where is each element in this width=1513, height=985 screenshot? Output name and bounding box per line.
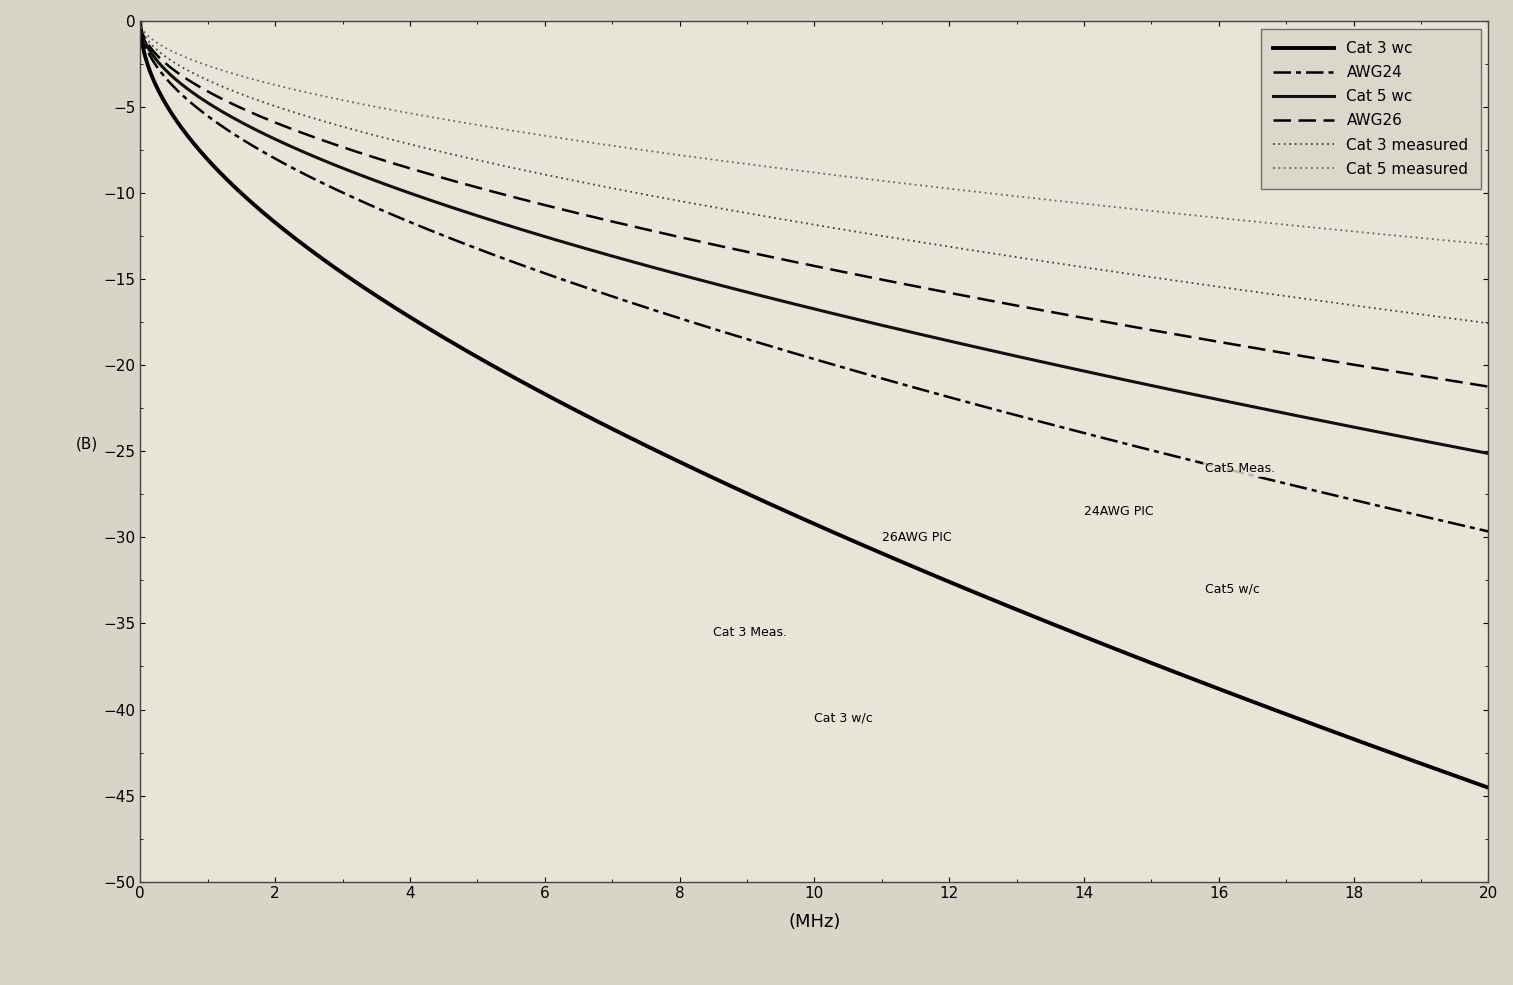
- Cat 5 wc: [1239, 400, 1257, 412]
- Cat 3 measured: [132, 16, 150, 28]
- Cat 3 wc: [646, 444, 664, 456]
- AWG26: [132, 16, 150, 28]
- Cat 3 measured: [377, 132, 395, 144]
- Legend: Cat 3 wc, AWG24, Cat 5 wc, AWG26, Cat 3 measured, Cat 5 measured: Cat 3 wc, AWG24, Cat 5 wc, AWG26, Cat 3 …: [1260, 29, 1481, 189]
- Cat 5 measured: [1480, 238, 1498, 250]
- Cat 5 wc: [1008, 351, 1026, 362]
- Cat 3 wc: [1008, 604, 1026, 616]
- Cat 3 measured: [1008, 251, 1026, 263]
- AWG24: [1138, 443, 1156, 455]
- Cat 3 wc: [377, 296, 395, 307]
- Cat 3 measured: [1480, 317, 1498, 329]
- Cat 3 measured: [646, 190, 664, 202]
- Y-axis label: (B): (B): [76, 436, 98, 451]
- AWG26: [646, 226, 664, 237]
- Text: 24AWG PIC: 24AWG PIC: [1083, 505, 1153, 518]
- X-axis label: (MHz): (MHz): [788, 912, 841, 931]
- Cat 5 measured: [1239, 215, 1257, 227]
- Cat 3 measured: [1239, 285, 1257, 296]
- Cat 5 wc: [646, 262, 664, 274]
- AWG26: [1239, 341, 1257, 353]
- Line: Cat 3 wc: Cat 3 wc: [141, 23, 1489, 788]
- AWG24: [132, 16, 150, 28]
- Cat 5 wc: [1138, 378, 1156, 390]
- Cat 3 wc: [1239, 694, 1257, 706]
- Cat 5 measured: [1008, 190, 1026, 202]
- Cat 3 measured: [1138, 271, 1156, 283]
- AWG26: [1480, 381, 1498, 393]
- Text: Cat5 Meas.: Cat5 Meas.: [1206, 462, 1275, 475]
- Line: AWG24: AWG24: [141, 22, 1489, 532]
- AWG26: [940, 287, 958, 298]
- AWG24: [1008, 410, 1026, 422]
- Text: Cat 3 w/c: Cat 3 w/c: [814, 711, 873, 725]
- AWG26: [377, 155, 395, 166]
- AWG24: [1239, 469, 1257, 481]
- Cat 3 wc: [132, 17, 150, 29]
- Line: AWG26: AWG26: [141, 22, 1489, 387]
- AWG24: [940, 391, 958, 403]
- Cat 5 wc: [132, 16, 150, 28]
- Cat 5 wc: [1480, 447, 1498, 459]
- Cat 5 measured: [132, 16, 150, 28]
- AWG24: [377, 206, 395, 218]
- Cat 5 measured: [646, 146, 664, 158]
- Text: 26AWG PIC: 26AWG PIC: [882, 531, 952, 544]
- Line: Cat 5 wc: Cat 5 wc: [141, 22, 1489, 453]
- Cat 5 measured: [1138, 205, 1156, 217]
- Text: Cat 3 Meas.: Cat 3 Meas.: [713, 625, 787, 638]
- Cat 3 measured: [940, 240, 958, 252]
- Cat 3 wc: [1480, 782, 1498, 794]
- Cat 5 measured: [377, 102, 395, 114]
- Cat 3 wc: [1138, 655, 1156, 667]
- AWG24: [1480, 526, 1498, 538]
- AWG24: [646, 304, 664, 316]
- Cat 5 measured: [940, 182, 958, 194]
- Text: Cat5 w/c: Cat5 w/c: [1206, 582, 1260, 596]
- Cat 5 wc: [377, 178, 395, 190]
- Line: Cat 3 measured: Cat 3 measured: [141, 22, 1489, 323]
- AWG26: [1138, 323, 1156, 335]
- Cat 3 wc: [940, 575, 958, 587]
- Line: Cat 5 measured: Cat 5 measured: [141, 22, 1489, 244]
- AWG26: [1008, 299, 1026, 311]
- Cat 5 wc: [940, 335, 958, 347]
